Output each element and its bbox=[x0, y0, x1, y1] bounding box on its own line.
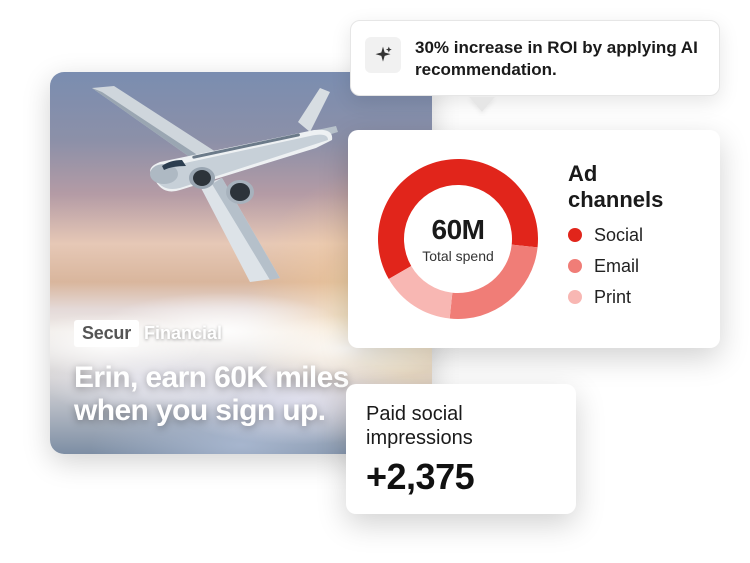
legend-dot bbox=[568, 259, 582, 273]
legend-item: Email bbox=[568, 256, 696, 277]
legend-dot bbox=[568, 290, 582, 304]
brand-box: Secur bbox=[74, 320, 139, 347]
donut-center: 60M Total spend bbox=[376, 157, 540, 321]
donut-chart: 60M Total spend bbox=[376, 157, 540, 321]
legend-dot bbox=[568, 228, 582, 242]
impressions-label: Paid social impressions bbox=[366, 402, 556, 450]
callout-tail bbox=[470, 98, 494, 112]
airplane-illustration bbox=[84, 82, 344, 292]
callout-message: 30% increase in ROI by applying AI recom… bbox=[415, 37, 701, 81]
legend-label: Email bbox=[594, 256, 639, 277]
legend-item: Social bbox=[568, 225, 696, 246]
legend-item: Print bbox=[568, 287, 696, 308]
channels-legend-title: Ad channels bbox=[568, 161, 696, 213]
brand-rest: Financial bbox=[144, 323, 222, 344]
ai-recommendation-callout: 30% increase in ROI by applying AI recom… bbox=[350, 20, 720, 96]
legend-label: Print bbox=[594, 287, 631, 308]
channels-legend: Ad channels Social Email Print bbox=[568, 161, 696, 318]
donut-center-label: Total spend bbox=[422, 248, 494, 264]
impressions-card: Paid social impressions +2,375 bbox=[346, 384, 576, 514]
brand-lockup: Secur Financial bbox=[74, 320, 222, 347]
legend-label: Social bbox=[594, 225, 643, 246]
ad-channels-card: 60M Total spend Ad channels Social Email P… bbox=[348, 130, 720, 348]
impressions-value: +2,375 bbox=[366, 456, 556, 498]
sparkle-icon bbox=[365, 37, 401, 73]
donut-center-value: 60M bbox=[432, 214, 485, 246]
